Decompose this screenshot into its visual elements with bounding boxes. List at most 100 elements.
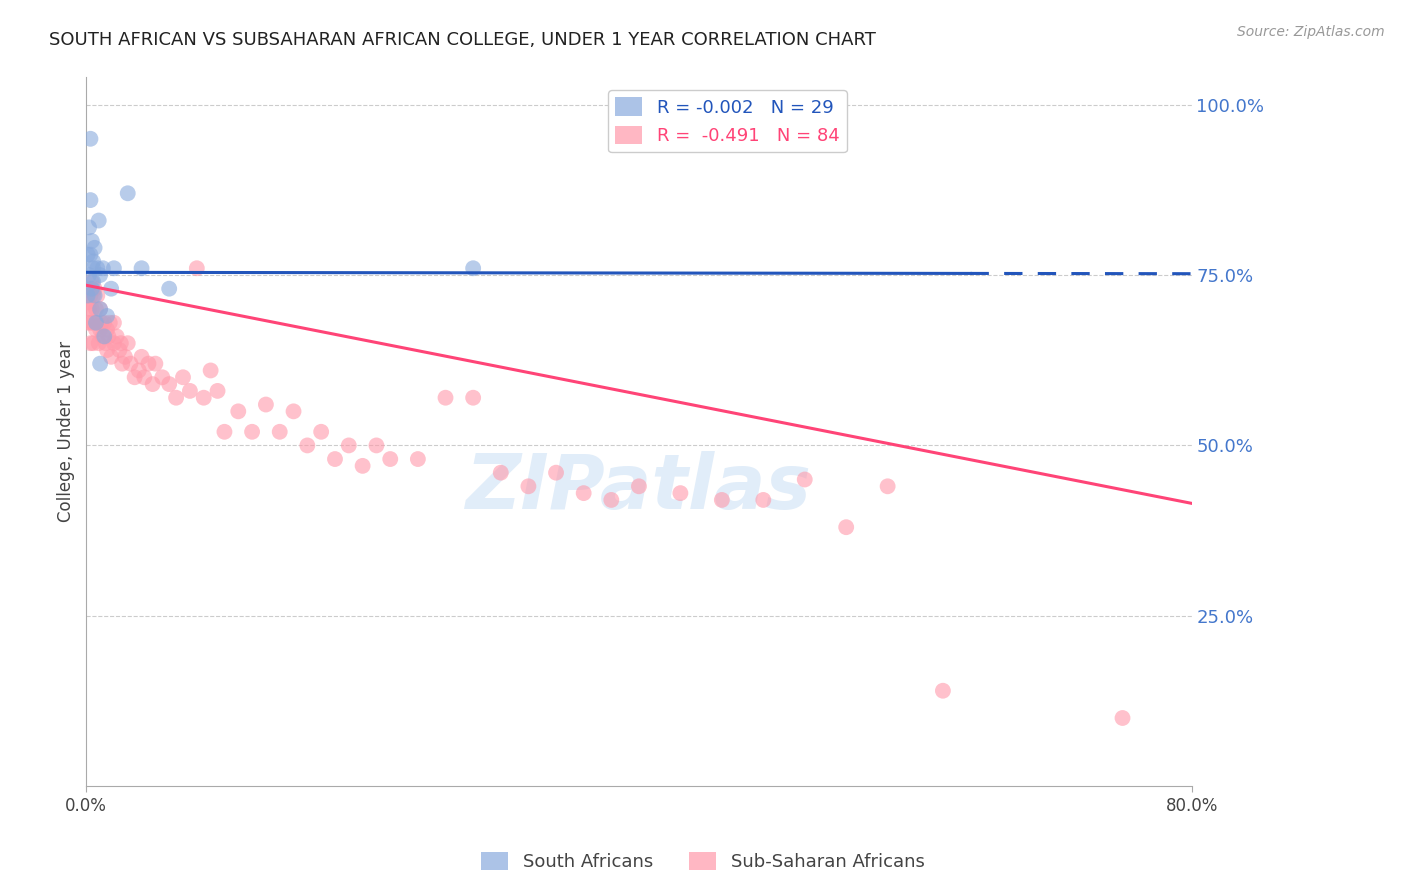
- Point: [131, 350, 153, 364]
- Point: [120, 357, 142, 371]
- Point: [600, 492, 623, 507]
- Point: [226, 404, 249, 418]
- Legend: South Africans, Sub-Saharan Africans: South Africans, Sub-Saharan Africans: [474, 845, 932, 879]
- Point: [84, 302, 107, 317]
- Point: [323, 452, 346, 467]
- Point: [337, 438, 360, 452]
- Point: [89, 357, 111, 371]
- Point: [87, 213, 110, 227]
- Y-axis label: College, Under 1 year: College, Under 1 year: [58, 342, 75, 523]
- Point: [876, 479, 898, 493]
- Text: Source: ZipAtlas.com: Source: ZipAtlas.com: [1237, 25, 1385, 39]
- Point: [86, 261, 108, 276]
- Point: [76, 288, 98, 302]
- Point: [79, 193, 101, 207]
- Point: [80, 302, 103, 317]
- Point: [103, 336, 125, 351]
- Point: [91, 329, 114, 343]
- Point: [214, 425, 236, 439]
- Point: [100, 282, 122, 296]
- Point: [79, 132, 101, 146]
- Point: [96, 322, 118, 336]
- Point: [517, 479, 540, 493]
- Point: [114, 350, 136, 364]
- Point: [835, 520, 858, 534]
- Point: [98, 316, 121, 330]
- Point: [89, 302, 111, 317]
- Point: [89, 322, 111, 336]
- Point: [76, 316, 98, 330]
- Point: [932, 683, 955, 698]
- Point: [94, 336, 117, 351]
- Point: [283, 404, 305, 418]
- Point: [82, 288, 104, 302]
- Point: [93, 329, 115, 343]
- Point: [89, 268, 111, 282]
- Point: [200, 363, 222, 377]
- Point: [84, 322, 107, 336]
- Point: [105, 329, 128, 343]
- Point: [80, 282, 103, 296]
- Point: [297, 438, 319, 452]
- Point: [89, 302, 111, 317]
- Point: [83, 288, 105, 302]
- Point: [110, 336, 132, 351]
- Point: [793, 473, 815, 487]
- Point: [142, 377, 165, 392]
- Point: [103, 261, 125, 276]
- Point: [138, 357, 160, 371]
- Point: [269, 425, 291, 439]
- Point: [186, 261, 208, 276]
- Point: [172, 370, 194, 384]
- Point: [79, 247, 101, 261]
- Point: [82, 316, 104, 330]
- Point: [83, 282, 105, 296]
- Point: [77, 220, 100, 235]
- Point: [240, 425, 263, 439]
- Point: [76, 247, 98, 261]
- Point: [111, 357, 134, 371]
- Point: [572, 486, 595, 500]
- Point: [96, 309, 118, 323]
- Point: [752, 492, 775, 507]
- Point: [544, 466, 567, 480]
- Legend: R = -0.002   N = 29, R =  -0.491   N = 84: R = -0.002 N = 29, R = -0.491 N = 84: [607, 90, 846, 153]
- Point: [352, 458, 374, 473]
- Point: [165, 391, 187, 405]
- Point: [254, 398, 277, 412]
- Point: [463, 391, 485, 405]
- Point: [93, 316, 115, 330]
- Point: [90, 316, 112, 330]
- Text: SOUTH AFRICAN VS SUBSAHARAN AFRICAN COLLEGE, UNDER 1 YEAR CORRELATION CHART: SOUTH AFRICAN VS SUBSAHARAN AFRICAN COLL…: [49, 31, 876, 49]
- Point: [128, 363, 150, 377]
- Point: [157, 282, 180, 296]
- Point: [366, 438, 388, 452]
- Point: [134, 370, 156, 384]
- Point: [82, 261, 104, 276]
- Point: [117, 186, 139, 201]
- Point: [86, 288, 108, 302]
- Point: [100, 350, 122, 364]
- Point: [103, 316, 125, 330]
- Point: [79, 336, 101, 351]
- Point: [179, 384, 201, 398]
- Point: [76, 295, 98, 310]
- Point: [79, 316, 101, 330]
- Point: [86, 316, 108, 330]
- Point: [463, 261, 485, 276]
- Point: [82, 336, 104, 351]
- Point: [117, 336, 139, 351]
- Point: [669, 486, 692, 500]
- Point: [84, 316, 107, 330]
- Point: [157, 377, 180, 392]
- Point: [434, 391, 457, 405]
- Point: [710, 492, 733, 507]
- Point: [87, 336, 110, 351]
- Point: [150, 370, 173, 384]
- Point: [145, 357, 167, 371]
- Point: [83, 241, 105, 255]
- Point: [79, 288, 101, 302]
- Point: [207, 384, 229, 398]
- Point: [80, 275, 103, 289]
- Point: [82, 275, 104, 289]
